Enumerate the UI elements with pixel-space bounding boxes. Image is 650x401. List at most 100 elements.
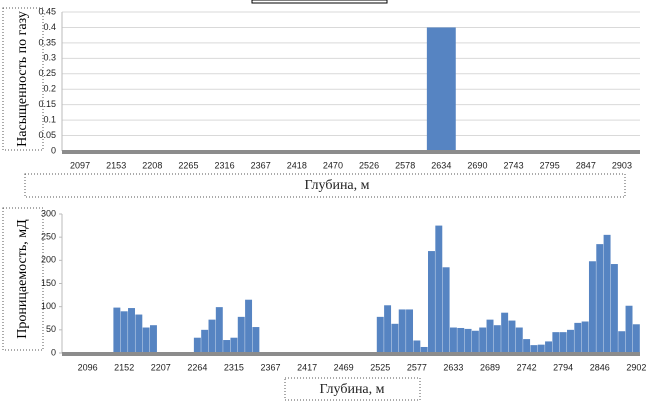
y-tick-label: 0.4	[43, 22, 56, 32]
y-tick-label: 100	[41, 301, 56, 311]
bar	[471, 330, 479, 353]
y-tick-label: 0.45	[38, 6, 56, 16]
bar	[464, 328, 472, 353]
bar	[128, 308, 135, 353]
bar	[523, 339, 531, 353]
bar	[120, 311, 128, 353]
title-box	[251, 0, 388, 4]
bar	[515, 327, 523, 353]
bar	[493, 325, 501, 353]
y-title-box	[2, 207, 44, 351]
bar	[479, 327, 487, 353]
x-axis-title: Глубина, м	[319, 382, 384, 397]
bar	[426, 27, 456, 152]
x-tick-label: 2578	[395, 160, 415, 170]
y-tick-label: 0.2	[43, 84, 56, 94]
x-tick-label: 2417	[297, 362, 317, 372]
bar	[537, 344, 545, 353]
x-title-box	[24, 173, 626, 198]
y-title-box	[2, 7, 44, 151]
bar	[413, 340, 421, 353]
bar	[457, 327, 465, 353]
bar	[193, 337, 201, 353]
bar	[223, 340, 231, 353]
bar	[142, 327, 150, 353]
bar	[574, 322, 582, 353]
x-tick-label: 2743	[504, 160, 524, 170]
bar	[398, 309, 406, 353]
x-tick-label: 2846	[590, 362, 610, 372]
x-title-box	[284, 377, 421, 401]
x-axis-title: Глубина, м	[304, 178, 369, 193]
x-tick-label: 2153	[106, 160, 126, 170]
x-tick-label: 2265	[178, 160, 198, 170]
bar	[420, 346, 428, 353]
bar	[135, 314, 143, 353]
bar	[545, 341, 553, 353]
x-tick-label: 2742	[517, 362, 537, 372]
bar	[567, 329, 574, 353]
bar	[215, 307, 223, 353]
bar	[530, 345, 538, 353]
y-tick-label: 0.35	[38, 37, 56, 47]
x-tick-label: 2525	[370, 362, 390, 372]
bar	[581, 321, 589, 353]
bar	[449, 327, 457, 353]
x-tick-label: 2152	[114, 362, 134, 372]
bar	[610, 264, 618, 353]
x-tick-label: 2207	[151, 362, 171, 372]
bar	[149, 325, 157, 353]
bar	[391, 323, 399, 353]
x-tick-label: 2367	[251, 160, 271, 170]
y-axis-title: Насыщенность по газу	[15, 11, 30, 147]
bar	[237, 316, 245, 353]
bar	[384, 305, 392, 353]
bar	[486, 319, 494, 353]
y-tick-label: 150	[41, 278, 56, 288]
y-tick-label: 250	[41, 232, 56, 242]
y-tick-label: 50	[46, 324, 56, 334]
x-tick-label: 2316	[215, 160, 235, 170]
x-tick-label: 2367	[261, 362, 281, 372]
x-tick-label: 2470	[323, 160, 343, 170]
x-tick-label: 2208	[142, 160, 162, 170]
bar	[230, 337, 238, 353]
bar	[552, 332, 560, 353]
y-tick-label: 200	[41, 255, 56, 265]
bar	[632, 324, 640, 353]
y-tick-label: 0.25	[38, 68, 56, 78]
x-tick-label: 2689	[480, 362, 500, 372]
bar	[625, 305, 633, 353]
y-tick-label: 0.15	[38, 99, 56, 109]
bar	[618, 331, 626, 353]
x-tick-label: 2264	[187, 362, 207, 372]
x-tick-label: 2633	[443, 362, 463, 372]
bar	[559, 332, 567, 353]
bar	[435, 225, 443, 353]
x-tick-label: 2097	[70, 160, 90, 170]
y-tick-label: 0.05	[38, 130, 56, 140]
x-tick-label: 2096	[78, 362, 98, 372]
x-tick-label: 2795	[540, 160, 560, 170]
y-tick-label: 0.1	[43, 114, 56, 124]
x-tick-label: 2847	[576, 160, 596, 170]
x-tick-label: 2418	[287, 160, 307, 170]
x-tick-label: 2315	[224, 362, 244, 372]
bar	[508, 320, 516, 353]
x-tick-label: 2526	[359, 160, 379, 170]
bar	[442, 267, 450, 353]
x-axis	[62, 352, 640, 356]
bar	[406, 309, 414, 353]
y-tick-label: 0	[51, 145, 56, 155]
bar	[588, 261, 596, 353]
bar	[596, 244, 604, 353]
y-tick-label: 300	[41, 208, 56, 218]
bar	[603, 234, 611, 353]
x-tick-label: 2902	[626, 362, 646, 372]
bar	[201, 329, 209, 353]
y-tick-label: 0	[51, 347, 56, 357]
bar	[428, 251, 435, 353]
y-tick-label: 0.3	[43, 53, 56, 63]
